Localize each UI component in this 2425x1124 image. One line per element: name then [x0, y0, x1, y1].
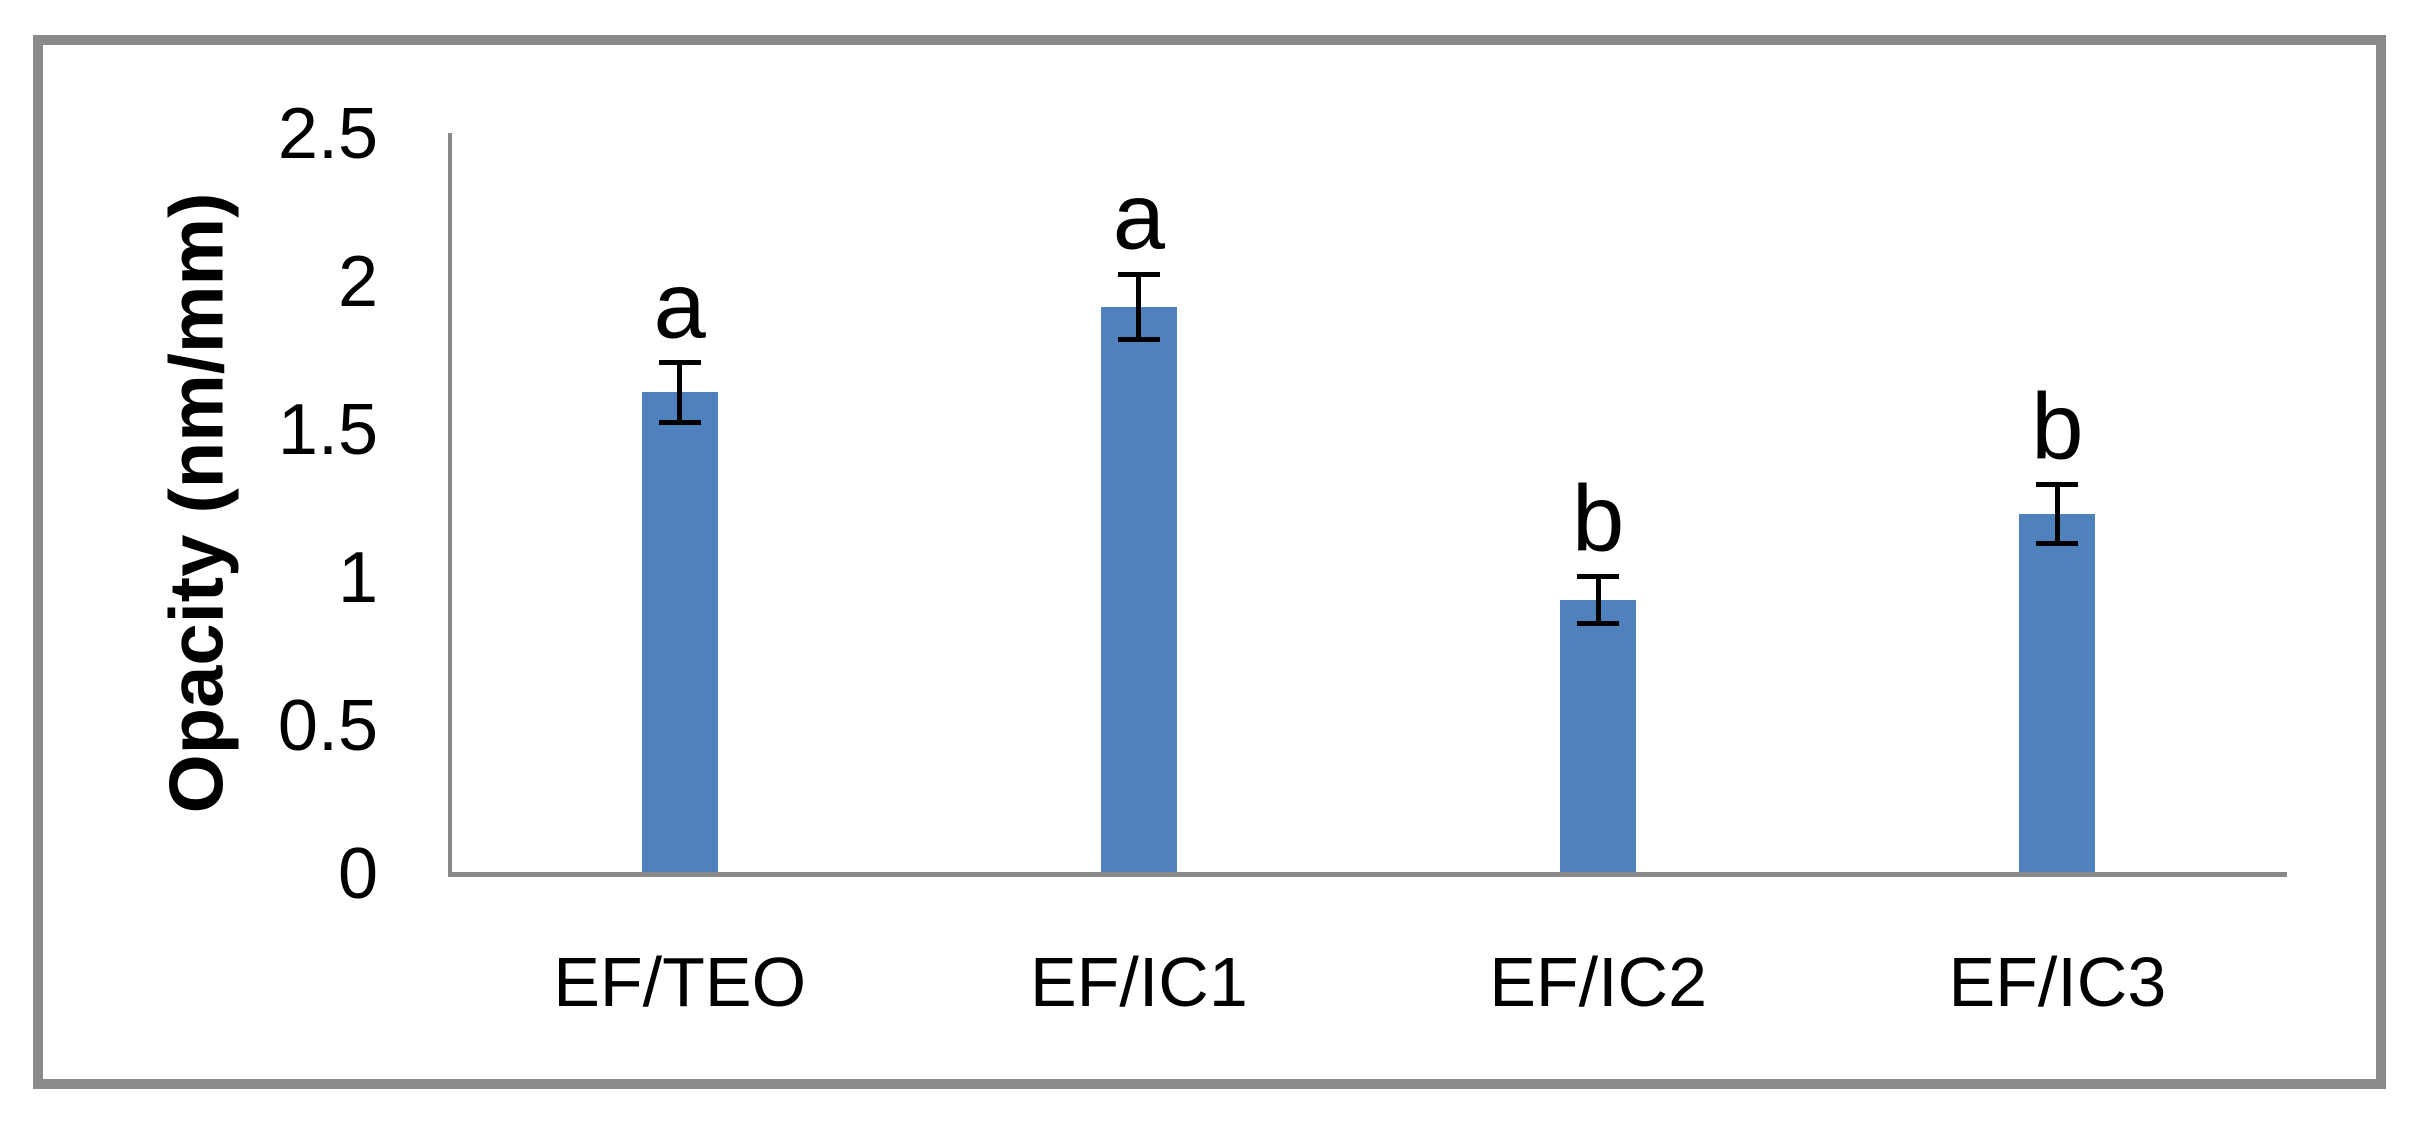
category-label: EF/IC2: [1489, 943, 1708, 1021]
significance-label: b: [2031, 373, 2084, 479]
significance-label: a: [1112, 163, 1166, 269]
category-label: EF/IC3: [1948, 943, 2167, 1021]
error-bar-line: [1136, 274, 1142, 340]
error-bar-cap: [1577, 620, 1620, 626]
bar-EF/IC2: [1560, 599, 1637, 872]
y-tick-label: 2.5: [277, 94, 378, 174]
error-bar-cap: [2036, 540, 2079, 546]
y-tick-label: 0: [337, 834, 378, 914]
bar-EF/TEO: [641, 392, 718, 872]
error-bar-line: [677, 362, 683, 423]
y-axis-title: Opacity (nm/mm): [154, 192, 240, 814]
y-tick-label: 2: [337, 242, 378, 322]
category-label: EF/IC1: [1029, 943, 1248, 1021]
significance-label: b: [1571, 465, 1625, 571]
error-bar-cap: [2036, 481, 2079, 487]
error-bar-cap: [1577, 573, 1620, 579]
bar-EF/IC3: [2019, 513, 2096, 872]
figure-frame: [33, 35, 2386, 1089]
error-bar-cap: [658, 360, 701, 366]
error-bar-cap: [658, 419, 701, 425]
error-bar-cap: [1117, 271, 1160, 277]
y-axis-line: [448, 133, 452, 877]
bar-EF/IC1: [1100, 306, 1177, 872]
error-bar-line: [2054, 484, 2060, 544]
error-bar-cap: [1117, 336, 1160, 342]
x-axis-line: [450, 872, 2287, 877]
y-tick-label: 0.5: [277, 686, 378, 766]
y-tick-label: 1.5: [277, 390, 378, 470]
significance-label: a: [653, 252, 706, 358]
category-label: EF/TEO: [553, 943, 807, 1021]
error-bar-line: [1595, 576, 1601, 624]
y-tick-label: 1: [337, 538, 378, 618]
